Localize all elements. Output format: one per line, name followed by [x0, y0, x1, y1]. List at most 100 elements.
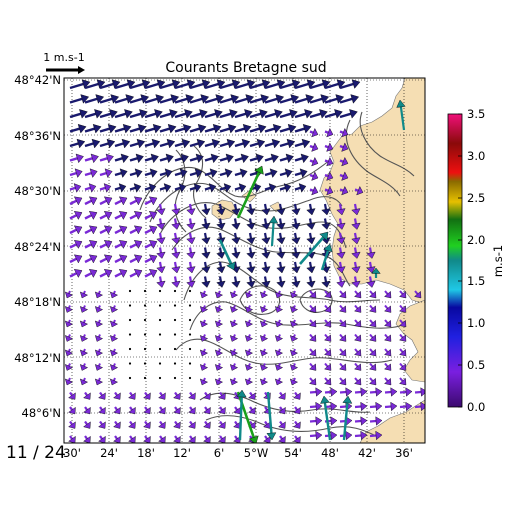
current-vector [231, 247, 241, 259]
current-vector [128, 333, 132, 336]
current-vector [69, 254, 83, 264]
current-vector [84, 94, 105, 104]
current-vector [261, 232, 271, 245]
current-vector [113, 435, 121, 443]
current-vector [321, 218, 331, 230]
current-vector [84, 109, 103, 119]
current-vector [246, 203, 256, 216]
current-vector [143, 347, 147, 351]
current-vector [306, 232, 316, 245]
current-vector [279, 124, 297, 134]
current-vector [249, 109, 268, 119]
current-vector [219, 124, 237, 134]
current-vector [261, 276, 271, 288]
current-vector [324, 387, 338, 397]
current-vector [214, 377, 224, 386]
current-vector [174, 168, 188, 178]
current-vector [309, 127, 319, 138]
scale-label: 1 m.s-1 [43, 51, 84, 64]
current-vector [229, 363, 239, 371]
current-vector [173, 318, 177, 322]
current-vector [289, 377, 299, 386]
current-vector [144, 79, 166, 90]
current-vector [218, 420, 226, 429]
current-vector [199, 363, 209, 371]
current-vector [218, 406, 226, 415]
current-vector [259, 305, 269, 313]
current-vector [84, 240, 98, 249]
current-vector [144, 254, 158, 264]
lat-label: 48°24'N [14, 240, 61, 254]
current-vector [99, 183, 112, 193]
current-vector [246, 276, 256, 288]
lon-label: 36' [395, 446, 413, 460]
current-vector [306, 276, 316, 288]
current-vector [99, 225, 113, 235]
current-vector [173, 289, 177, 293]
current-vector [309, 109, 328, 119]
current-vector [324, 185, 334, 196]
depth-contour [183, 261, 381, 303]
depth-contour [174, 149, 187, 233]
current-vector [309, 387, 323, 397]
current-vector [203, 406, 211, 415]
current-vector [324, 94, 345, 104]
current-vector [109, 319, 119, 328]
current-vector [156, 261, 166, 274]
lat-label: 48°12'N [14, 351, 61, 365]
current-vector [79, 290, 89, 299]
current-vector [173, 376, 177, 380]
current-vector [309, 319, 317, 328]
current-vector [259, 363, 269, 371]
current-vector [369, 333, 377, 342]
current-vector [414, 387, 425, 397]
current-vector [279, 109, 298, 119]
graticule [64, 78, 425, 443]
current-vector [144, 94, 165, 104]
current-vector [129, 225, 143, 235]
lon-label: 6' [214, 446, 224, 460]
current-vector [369, 387, 383, 397]
current-vector [199, 319, 209, 328]
current-vector [351, 261, 361, 274]
current-vector [144, 240, 158, 249]
colorbar-tick-label: 1.0 [467, 316, 485, 330]
current-vector [229, 377, 239, 386]
current-vector [324, 304, 332, 313]
current-vector [203, 391, 211, 400]
current-vector [114, 183, 127, 193]
colorbar-tick-label: 2.5 [467, 191, 485, 205]
current-vector [188, 333, 192, 336]
current-vector [69, 138, 86, 149]
current-vector [94, 348, 104, 357]
current-vector [218, 391, 226, 400]
current-vector [98, 406, 106, 415]
lon-label: 48' [321, 446, 339, 460]
current-vector [276, 218, 286, 230]
current-vector [336, 261, 346, 274]
current-vector [84, 211, 98, 220]
current-vector [204, 124, 222, 134]
current-vector [189, 94, 210, 104]
current-vector [289, 319, 299, 328]
current-vector [294, 168, 308, 178]
colorbar-tick-label: 3.0 [467, 149, 485, 163]
frame-counter: 11 / 24 [6, 443, 66, 463]
current-vector [354, 401, 368, 412]
current-vector [369, 290, 377, 299]
current-vector [249, 94, 270, 104]
current-vector [64, 305, 74, 313]
depth-contour [205, 415, 377, 437]
current-vector [68, 435, 76, 443]
current-vector [354, 377, 362, 386]
current-vector [309, 377, 317, 386]
current-vector [201, 203, 211, 216]
current-vector [129, 269, 143, 278]
current-vector [143, 406, 151, 415]
current-vector [279, 138, 296, 149]
current-vector [309, 142, 319, 152]
current-vector [294, 109, 313, 119]
current-vector [158, 435, 166, 443]
current-vector [234, 168, 248, 178]
current-vector [276, 276, 286, 288]
